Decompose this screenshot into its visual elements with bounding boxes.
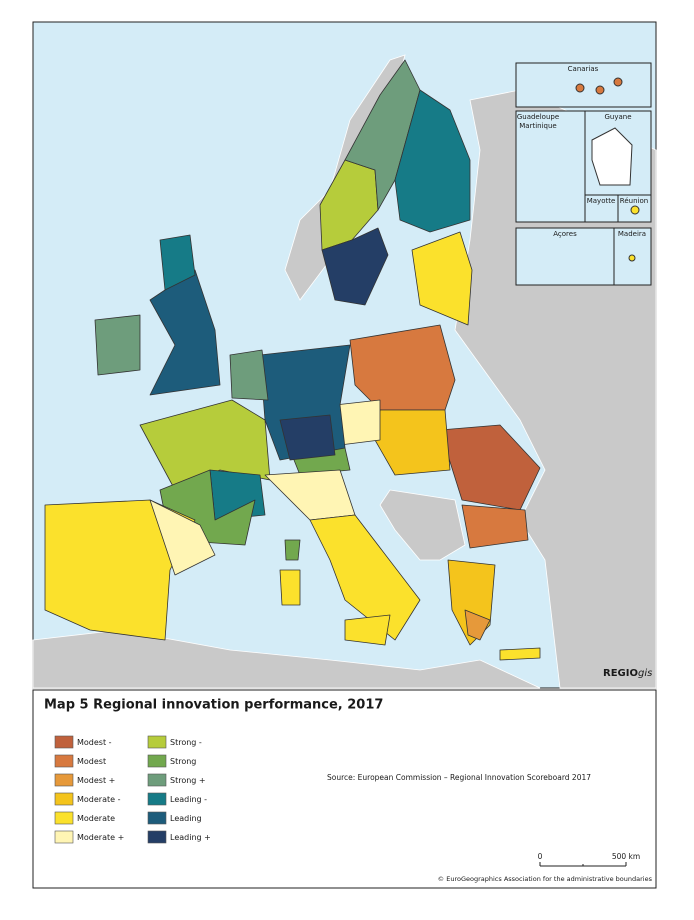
island: [613, 77, 623, 87]
legend-swatch: [147, 830, 167, 844]
legend-label: Leading: [170, 814, 202, 823]
region: [439, 424, 541, 511]
legend-swatch: [54, 792, 74, 806]
legend-swatch: [54, 735, 74, 749]
inset-label: Canarias: [568, 65, 599, 73]
logo-main: REGIO: [603, 668, 638, 679]
legend-swatch: [147, 792, 167, 806]
inset-label: Açores: [553, 230, 577, 238]
legend-swatch: [147, 735, 167, 749]
insets: Canarias Guadeloupe Martinique Guyane May…: [515, 62, 652, 286]
region: [149, 499, 216, 576]
legend-label: Strong +: [170, 776, 206, 785]
title: Map 5 Regional innovation performance, 2…: [44, 698, 383, 713]
region: [464, 609, 491, 641]
region: [499, 647, 541, 661]
legend-label: Strong: [170, 757, 196, 766]
inset-label: Guadeloupe Martinique: [517, 113, 559, 130]
legend-label: Leading -: [170, 795, 207, 804]
legend-swatch: [54, 830, 74, 844]
legend-swatch: [54, 811, 74, 825]
region: [411, 231, 473, 326]
legend-label: Leading +: [170, 833, 211, 842]
region: [344, 614, 391, 646]
inset-box: [584, 194, 619, 223]
guyane-shape: [591, 127, 633, 186]
region: [279, 414, 336, 461]
island: [595, 85, 605, 95]
caption-box: [32, 689, 657, 889]
inset-box: [515, 110, 586, 223]
scale-start: 0: [538, 852, 543, 861]
legend: Modest - Modest Modest + Moderate - Moderate…: [54, 735, 211, 844]
region: [94, 314, 141, 376]
region: [229, 349, 269, 401]
legend-label: Modest: [77, 757, 106, 766]
scale-bar: 0 500 km: [538, 852, 640, 867]
legend-label: Moderate: [77, 814, 115, 823]
region: [279, 569, 301, 606]
region: [159, 234, 196, 291]
inset-label: Mayotte: [587, 197, 616, 205]
island: [630, 205, 640, 215]
inset-label: Réunion: [620, 197, 648, 205]
legend-swatch: [147, 754, 167, 768]
logo: REGIOgis: [603, 668, 652, 679]
region: [461, 504, 529, 549]
region: [149, 269, 221, 396]
legend-swatch: [147, 811, 167, 825]
regions: [44, 59, 541, 661]
legend-label: Modest -: [77, 738, 112, 747]
logo-italic: gis: [638, 668, 652, 679]
inset-label: Madeira: [618, 230, 646, 238]
inset-box: [515, 227, 615, 286]
source: Source: European Commission – Regional I…: [327, 773, 591, 782]
legend-label: Strong -: [170, 738, 202, 747]
inset-box: [515, 62, 652, 108]
legend-label: Modest +: [77, 776, 115, 785]
legend-swatch: [54, 754, 74, 768]
scale-end: 500 km: [612, 852, 640, 861]
legend-label: Moderate +: [77, 833, 124, 842]
legend-label: Moderate -: [77, 795, 121, 804]
island: [575, 83, 585, 93]
region: [309, 514, 421, 641]
legend-swatch: [147, 773, 167, 787]
legend-swatch: [54, 773, 74, 787]
island: [628, 254, 636, 262]
region: [394, 89, 471, 233]
region: [284, 539, 301, 561]
region: [321, 227, 389, 306]
copyright: © EuroGeographics Association for the ad…: [438, 875, 653, 883]
inset-label: Guyane: [604, 113, 631, 121]
